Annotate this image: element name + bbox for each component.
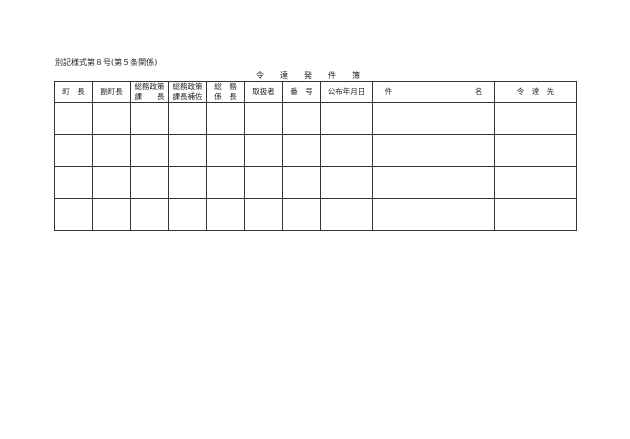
header-section-chief: 総務政策課 長 [130, 81, 169, 103]
entry-cell[interactable] [92, 102, 131, 135]
entry-cell[interactable] [130, 198, 169, 231]
header-subject: 件名 [372, 81, 495, 103]
header-line: 総務政策 [172, 82, 203, 91]
entry-cell[interactable] [320, 198, 373, 231]
entry-cell[interactable] [206, 166, 245, 199]
entry-cell[interactable] [282, 102, 321, 135]
dispatch-register-table: 町 長 副町長 総務政策課 長 総務政策 課長補佐 総 務係 長 取扱者 番 号 … [54, 81, 577, 231]
entry-cell[interactable] [494, 166, 577, 199]
entry-cell[interactable] [320, 134, 373, 167]
entry-cell[interactable] [494, 102, 577, 135]
entry-cell[interactable] [282, 198, 321, 231]
header-line: 課長補佐 [172, 92, 203, 101]
header-line: 件 [384, 87, 393, 96]
entry-cell[interactable] [168, 102, 207, 135]
header-promulgation-date: 公布年月日 [320, 81, 373, 103]
table-row [54, 166, 577, 199]
title-char: 達 [280, 71, 288, 80]
document-title: 令達発件簿 [256, 70, 376, 81]
entry-cell[interactable] [244, 166, 283, 199]
entry-cell[interactable] [282, 134, 321, 167]
header-mayor: 町 長 [54, 81, 93, 103]
entry-cell[interactable] [168, 198, 207, 231]
entry-cell[interactable] [130, 102, 169, 135]
header-line: 名 [474, 87, 483, 96]
entry-cell[interactable] [130, 134, 169, 167]
entry-cell[interactable] [244, 102, 283, 135]
header-recipient: 令 達 先 [494, 81, 577, 103]
entry-cell[interactable] [206, 102, 245, 135]
entry-cell[interactable] [92, 198, 131, 231]
title-char: 簿 [352, 71, 360, 80]
entry-cell[interactable] [372, 166, 495, 199]
title-char: 件 [328, 71, 336, 80]
entry-cell[interactable] [54, 134, 93, 167]
header-assistant-chief: 総務政策 課長補佐 [168, 81, 207, 103]
entry-cell[interactable] [168, 134, 207, 167]
entry-cell[interactable] [372, 198, 495, 231]
entry-cell[interactable] [244, 134, 283, 167]
header-line: 総務政策 [134, 82, 165, 91]
header-line: 総 務 [214, 82, 237, 91]
entry-cell[interactable] [206, 134, 245, 167]
header-line: 課 長 [134, 92, 165, 101]
entry-cell[interactable] [54, 102, 93, 135]
entry-cell[interactable] [372, 134, 495, 167]
header-handler: 取扱者 [244, 81, 283, 103]
entry-cell[interactable] [320, 102, 373, 135]
entry-cell[interactable] [494, 134, 577, 167]
header-line: 係 長 [214, 92, 237, 101]
entry-cell[interactable] [282, 166, 321, 199]
header-row: 町 長 副町長 総務政策課 長 総務政策 課長補佐 総 務係 長 取扱者 番 号 … [54, 81, 577, 103]
table-row [54, 134, 577, 167]
table-row [54, 198, 577, 231]
entry-cell[interactable] [244, 198, 283, 231]
entry-cell[interactable] [92, 134, 131, 167]
form-number-label: 別記様式第８号(第５条関係) [55, 58, 158, 67]
table-row [54, 102, 577, 135]
header-deputy-mayor: 副町長 [92, 81, 131, 103]
entry-cell[interactable] [130, 166, 169, 199]
header-number: 番 号 [282, 81, 321, 103]
entry-cell[interactable] [92, 166, 131, 199]
title-char: 発 [304, 71, 312, 80]
header-general-affairs-chief: 総 務係 長 [206, 81, 245, 103]
entry-cell[interactable] [494, 198, 577, 231]
entry-cell[interactable] [320, 166, 373, 199]
entry-cell[interactable] [206, 198, 245, 231]
title-char: 令 [256, 71, 264, 80]
entry-cell[interactable] [168, 166, 207, 199]
entry-cell[interactable] [54, 166, 93, 199]
entry-cell[interactable] [54, 198, 93, 231]
entry-cell[interactable] [372, 102, 495, 135]
